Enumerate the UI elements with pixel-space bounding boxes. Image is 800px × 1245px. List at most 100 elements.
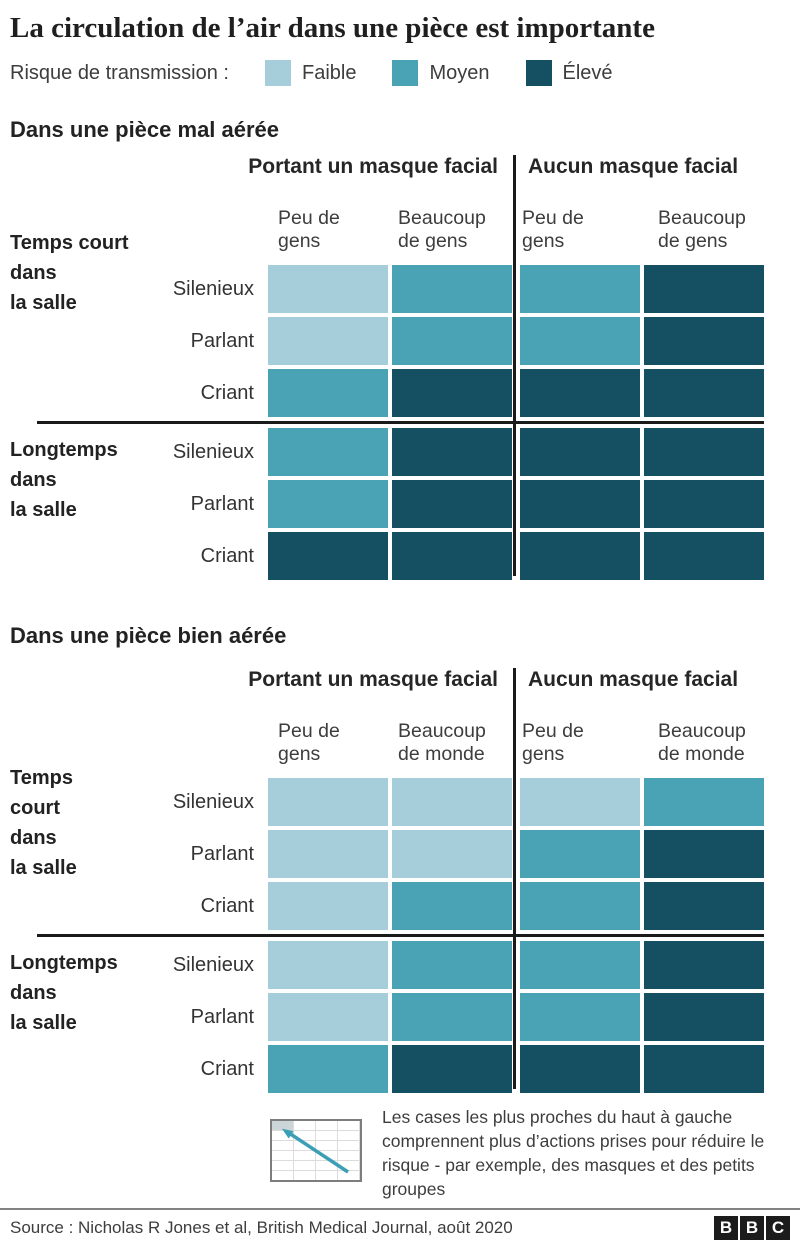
section-heading-mal-aeree: Dans une pièce mal aérée <box>10 117 280 142</box>
risk-cell-eleve <box>644 1045 764 1093</box>
heatmap-rows: Silenieux Parlant Criant Silenieux Parlant Cr… <box>0 778 800 1093</box>
risk-cell-eleve <box>520 1045 640 1093</box>
legend-item-label: Moyen <box>429 61 490 84</box>
risk-cell-faible <box>392 830 512 878</box>
column-group-header-aucun-masque: Aucun masque facial <box>528 155 739 178</box>
trend-arrow-icon <box>282 1128 349 1174</box>
row-label: Silenieux <box>172 791 254 813</box>
legend-item-label: Élevé <box>562 61 613 84</box>
risk-cell-faible <box>392 778 512 826</box>
row-label: Parlant <box>190 843 254 865</box>
eleve-swatch-icon <box>525 60 552 86</box>
risk-cell-eleve <box>644 532 764 580</box>
risk-cell-moyen <box>268 369 388 417</box>
risk-cell-faible <box>268 941 388 989</box>
risk-cell-eleve <box>520 480 640 528</box>
grid-arrow-top-left-icon <box>270 1119 362 1182</box>
heatmap-row: Criant <box>0 369 800 417</box>
column-group-header-masque: Portant un masque facial <box>248 155 498 178</box>
bbc-logo-letter: C <box>766 1215 790 1240</box>
risk-cell-moyen <box>392 882 512 930</box>
risk-cell-faible <box>268 882 388 930</box>
heatmap-mal-aeree: Portant un masque facial Aucun masque fa… <box>0 155 800 580</box>
section-heading-bien-aeree: Dans une pièce bien aérée <box>10 623 287 648</box>
risk-cell-eleve <box>644 369 764 417</box>
row-label: Parlant <box>190 330 254 352</box>
risk-cell-eleve <box>520 532 640 580</box>
risk-cell-moyen <box>644 778 764 826</box>
row-label: Criant <box>200 1058 254 1080</box>
risk-cell-moyen <box>520 993 640 1041</box>
time-divider-line <box>37 934 764 937</box>
risk-cell-faible <box>268 830 388 878</box>
risk-cell-faible <box>268 993 388 1041</box>
column-header: Beaucoup de monde <box>398 720 486 765</box>
risk-cell-moyen <box>392 993 512 1041</box>
heatmap-row: Parlant <box>0 830 800 878</box>
risk-cell-faible <box>268 778 388 826</box>
heatmap-row: Criant <box>0 532 800 580</box>
heatmap-row: Parlant <box>0 993 800 1041</box>
risk-legend: Risque de transmission : Faible Moyen Él… <box>10 60 790 86</box>
risk-cell-eleve <box>520 369 640 417</box>
risk-cell-faible <box>520 778 640 826</box>
column-header: Peu de gens <box>278 720 340 765</box>
risk-cell-eleve <box>644 941 764 989</box>
legend-item-label: Faible <box>301 61 357 84</box>
legend-item-faible: Faible <box>264 60 357 86</box>
row-label: Silenieux <box>172 278 254 300</box>
column-header: Peu de gens <box>278 207 340 252</box>
risk-cell-eleve <box>644 882 764 930</box>
bbc-logo: B B C <box>712 1215 790 1240</box>
time-divider-line <box>37 421 764 424</box>
heatmap-row: Silenieux <box>0 265 800 313</box>
risk-cell-eleve <box>644 428 764 476</box>
risk-cell-eleve <box>392 1045 512 1093</box>
risk-cell-moyen <box>392 265 512 313</box>
legend-item-eleve: Élevé <box>525 60 613 86</box>
row-group-label-temps-court: Temps court dans la salle <box>10 232 129 314</box>
heatmap-row: Silenieux <box>0 941 800 989</box>
heatmap-bien-aeree: Portant un masque facial Aucun masque fa… <box>0 668 800 1093</box>
heatmap-header: Portant un masque facial Aucun masque fa… <box>0 668 800 778</box>
faible-swatch-icon <box>264 60 291 86</box>
heatmap-row: Criant <box>0 882 800 930</box>
row-label: Criant <box>200 895 254 917</box>
row-label: Criant <box>200 545 254 567</box>
risk-cell-eleve <box>644 993 764 1041</box>
risk-cell-moyen <box>392 941 512 989</box>
risk-cell-moyen <box>520 882 640 930</box>
risk-cell-eleve <box>644 830 764 878</box>
risk-cell-eleve <box>520 428 640 476</box>
heatmap-row: Parlant <box>0 480 800 528</box>
heatmap-header: Portant un masque facial Aucun masque fa… <box>0 155 800 265</box>
risk-cell-eleve <box>392 480 512 528</box>
bbc-logo-letter: B <box>714 1215 738 1240</box>
risk-cell-eleve <box>268 532 388 580</box>
row-group-label-temps-court: Temps court dans la salle <box>10 767 77 879</box>
column-header: Beaucoup de gens <box>658 207 746 252</box>
source-credit: Source : Nicholas R Jones et al, British… <box>10 1217 513 1237</box>
heatmap-row: Silenieux <box>0 428 800 476</box>
moyen-swatch-icon <box>392 60 419 86</box>
heatmap-row: Criant <box>0 1045 800 1093</box>
risk-cell-moyen <box>520 265 640 313</box>
column-header: Beaucoup de gens <box>398 207 486 252</box>
risk-cell-eleve <box>392 532 512 580</box>
mask-group-divider-line <box>513 668 516 1089</box>
column-header: Peu de gens <box>522 720 584 765</box>
risk-cell-faible <box>268 317 388 365</box>
row-label: Silenieux <box>172 954 254 976</box>
risk-cell-moyen <box>520 941 640 989</box>
risk-cell-eleve <box>644 265 764 313</box>
mask-group-divider-line <box>513 155 516 576</box>
risk-cell-moyen <box>520 317 640 365</box>
annotation-text: Les cases les plus proches du haut à gau… <box>382 1107 765 1199</box>
heatmap-row: Silenieux <box>0 778 800 826</box>
heatmap-row: Parlant <box>0 317 800 365</box>
risk-cell-faible <box>268 265 388 313</box>
row-label: Parlant <box>190 1006 254 1028</box>
risk-cell-eleve <box>392 369 512 417</box>
risk-cell-eleve <box>644 317 764 365</box>
